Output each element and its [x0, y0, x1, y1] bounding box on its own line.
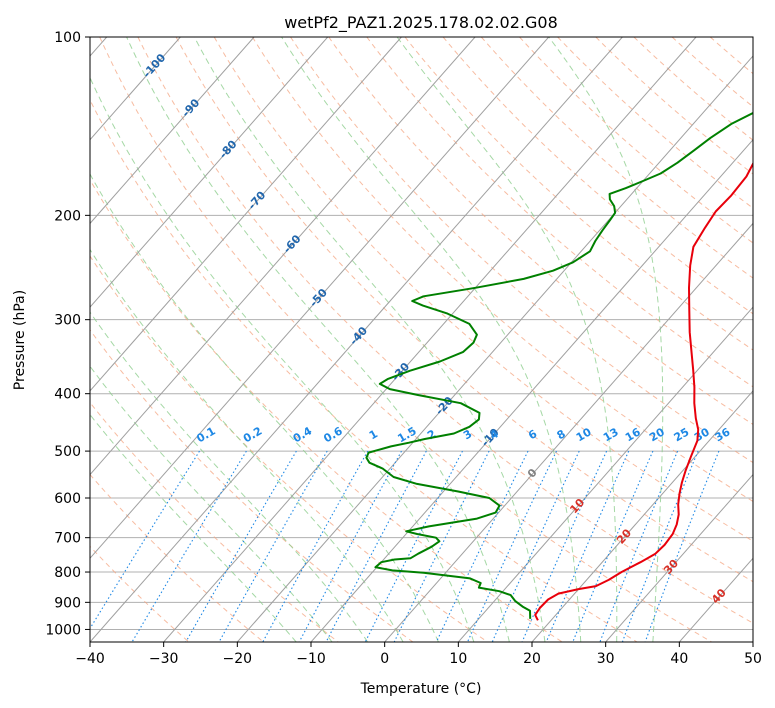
dewpoint-profile	[365, 111, 753, 619]
dry-adiabat-line	[328, 37, 753, 425]
chart-title: wetPf2_PAZ1.2025.178.02.02.G08	[284, 13, 558, 33]
plot-layers: -100-90-80-70-60-50-40-30-20-10010203040…	[90, 37, 753, 642]
y-tick-label: 1000	[45, 622, 81, 638]
dry-adiabat-line	[633, 37, 753, 141]
dry-adiabat-line	[90, 329, 414, 642]
x-tick-label: −30	[149, 651, 179, 667]
mixing-ratio-line	[521, 450, 608, 642]
isotherm-line	[90, 37, 402, 392]
mixing-ratio-line	[435, 450, 529, 642]
dry-adiabat-line	[137, 37, 753, 624]
isotherm-line	[90, 37, 476, 476]
y-axis-label: Pressure (hPa)	[12, 290, 28, 390]
x-tick-label: 50	[744, 651, 762, 667]
mixing-ratio-line	[491, 450, 580, 642]
isotherm-line	[531, 390, 753, 642]
y-tick-label: 600	[54, 491, 81, 507]
dry-adiabat-line	[90, 255, 488, 642]
y-axis-ticks: 100 200 300 400 500 600 700 800 900 1000	[45, 30, 90, 638]
x-tick-label: 20	[523, 651, 541, 667]
dry-adiabat-line	[90, 473, 264, 642]
dry-adiabat-line	[90, 98, 638, 642]
x-tick-label: 10	[449, 651, 467, 667]
moist-adiabat-line	[548, 37, 664, 642]
y-tick-label: 100	[54, 30, 81, 46]
isotherm-line	[90, 37, 181, 141]
dry-adiabat-line	[251, 37, 753, 502]
dry-adiabat-line	[213, 37, 753, 542]
dry-adiabat-line	[557, 37, 753, 209]
y-tick-label: 300	[54, 313, 81, 329]
x-axis-ticks: −40 −30 −20 −10 0 10 20 30 40 50	[75, 642, 762, 667]
moist-adiabat-line	[90, 365, 333, 642]
dry-adiabat-line	[404, 37, 753, 351]
dry-adiabat-line	[90, 178, 563, 642]
plot-frame	[89, 36, 754, 643]
mixing-ratio-line	[298, 450, 402, 642]
y-tick-label: 700	[54, 531, 81, 547]
y-tick-label: 400	[54, 387, 81, 403]
x-axis-label: Temperature (°C)	[360, 681, 482, 697]
isotherm-line	[384, 222, 753, 642]
x-tick-label: −10	[296, 651, 326, 667]
y-tick-label: 800	[54, 565, 81, 581]
mixing-ratio-line	[90, 450, 200, 630]
x-tick-label: 0	[380, 651, 389, 667]
dry-adiabat-line	[175, 37, 753, 583]
isotherm-line	[605, 473, 753, 642]
isotherm-line	[90, 37, 550, 560]
isotherm-line	[457, 306, 753, 642]
moist-adiabat-line	[90, 311, 369, 642]
moist-adiabat-line	[90, 76, 475, 642]
mixing-ratio-line	[572, 450, 654, 642]
isotherm-line	[236, 55, 753, 642]
isotherm-line	[163, 37, 697, 642]
mixing-ratio-line	[599, 450, 679, 642]
moist-adiabat-line	[90, 248, 404, 642]
mixing-ratio-lines	[90, 450, 720, 642]
x-tick-label: −40	[75, 651, 105, 667]
mixing-ratio-line	[545, 450, 630, 642]
isotherm-line	[90, 37, 329, 308]
plot-area	[90, 37, 753, 642]
y-tick-label: 500	[54, 444, 81, 460]
isotherm-line	[90, 37, 255, 225]
mixing-ratio-line	[325, 450, 427, 642]
y-tick-label: 900	[54, 595, 81, 611]
mixing-ratio-line	[218, 450, 328, 642]
mixing-ratio-line	[185, 450, 297, 642]
moist-adiabat-line	[126, 37, 510, 642]
x-tick-label: 40	[670, 651, 688, 667]
mixing-ratio-line	[262, 450, 369, 642]
moist-adiabat-line	[281, 37, 582, 642]
profile-series	[365, 111, 753, 621]
dry-adiabat-line	[99, 37, 712, 642]
x-tick-label: −20	[223, 651, 253, 667]
y-tick-label: 200	[54, 208, 81, 224]
isotherms	[90, 37, 753, 642]
dry-adiabat-line	[442, 37, 753, 315]
x-tick-label: 30	[597, 651, 615, 667]
mixing-ratio-line	[131, 450, 247, 642]
isotherm-line	[310, 138, 753, 642]
isotherm-line	[90, 37, 623, 642]
moist-adiabat-line	[193, 37, 546, 642]
moist-adiabat-line	[90, 413, 297, 642]
temperature-profile	[534, 161, 753, 621]
moist-adiabat-line	[90, 173, 439, 642]
